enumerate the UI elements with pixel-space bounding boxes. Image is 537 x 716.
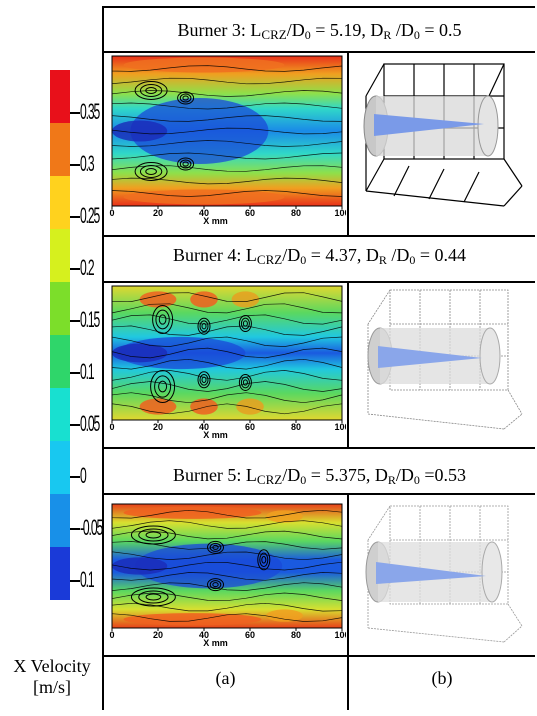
x-tick-label: 60 — [245, 422, 255, 432]
column-label-a: (a) — [215, 668, 236, 688]
colorbar-tick — [70, 476, 80, 478]
colorbar-tick-label: 0.2 — [80, 255, 95, 280]
column-label-b: (b) — [431, 668, 453, 688]
colorbar-tick-label: 0.25 — [80, 203, 100, 228]
colorbar-title-line1: X Velocity — [13, 656, 91, 676]
colorbar-tick — [70, 580, 80, 582]
x-tick-label: 60 — [245, 208, 255, 218]
colorbar-tick — [70, 268, 80, 270]
colorbar-tick-label: 0.05 — [80, 411, 100, 436]
x-tick-label: 40 — [199, 630, 209, 640]
contour-panel-burner-5: 0 20 40 60 80 100 X mm — [108, 502, 346, 646]
colorbar-tick — [70, 528, 80, 530]
isosurface-panel-burner-4 — [354, 284, 526, 436]
isosurface-panel-burner-3 — [354, 56, 526, 216]
colorbar-tick — [70, 112, 80, 114]
x-axis-label: X mm — [203, 430, 228, 438]
colorbar — [50, 70, 70, 600]
colorbar-tick — [70, 372, 80, 374]
colorbar-tick-label: 0.1 — [80, 359, 95, 384]
colorbar-title: X Velocity [m/s] — [2, 656, 102, 698]
caption-burner-5: Burner 5: LCRZ/D0 = 5.375, DR/D0 =0.53 — [172, 465, 467, 487]
caption-burner-4: Burner 4: LCRZ/D0 = 4.37, DR /D0 = 0.44 — [172, 245, 467, 267]
x-tick-label: 20 — [153, 422, 163, 432]
x-tick-label: 0 — [109, 630, 114, 640]
x-tick-label: 40 — [199, 208, 209, 218]
x-tick-label: 60 — [245, 630, 255, 640]
colorbar-tick-label: 0 — [80, 463, 87, 488]
x-tick-label: 80 — [291, 422, 301, 432]
colorbar-tick-label: 0.15 — [80, 307, 100, 332]
figure-grid — [102, 6, 535, 710]
x-tick-label: 100 — [334, 208, 346, 218]
colorbar-tick-label: -0.05 — [80, 515, 103, 540]
x-tick-label: 20 — [153, 208, 163, 218]
x-tick-label: 20 — [153, 630, 163, 640]
x-tick-label: 100 — [334, 422, 346, 432]
x-tick-label: 100 — [334, 630, 346, 640]
x-tick-label: 80 — [291, 208, 301, 218]
colorbar-tick — [70, 424, 80, 426]
colorbar-tick-label: 0.1 — [80, 567, 95, 592]
colorbar-title-line2: [m/s] — [33, 677, 71, 697]
x-tick-label: 40 — [199, 422, 209, 432]
x-tick-label: 0 — [109, 422, 114, 432]
isosurface-panel-burner-5 — [354, 500, 526, 646]
x-tick-label: 0 — [109, 208, 114, 218]
x-tick-label: 80 — [291, 630, 301, 640]
colorbar-tick-label: 0.35 — [80, 99, 100, 124]
x-axis-label: X mm — [203, 638, 228, 646]
x-axis-label: X mm — [203, 216, 228, 224]
contour-panel-burner-4: 0 20 40 60 80 100 X mm — [108, 284, 346, 438]
colorbar-tick — [70, 216, 80, 218]
contour-panel-burner-3: 0 20 40 60 80 100 X mm — [108, 54, 346, 224]
colorbar-tick — [70, 164, 80, 166]
colorbar-tick-label: 0.3 — [80, 151, 95, 176]
caption-burner-3: Burner 3: LCRZ/D0 = 5.19, DR /D0 = 0.5 — [177, 20, 462, 42]
colorbar-tick — [70, 320, 80, 322]
